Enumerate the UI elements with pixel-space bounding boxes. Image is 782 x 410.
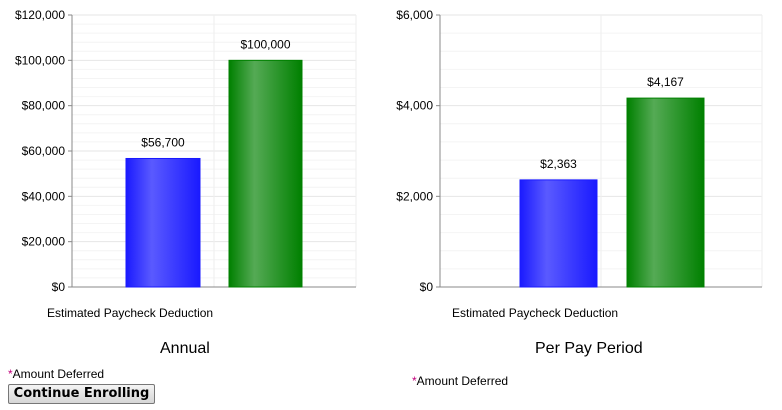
continue-enrolling-button[interactable]: Continue Enrolling bbox=[8, 384, 155, 404]
y-tick-label: $120,000 bbox=[15, 8, 65, 22]
y-tick-label: $2,000 bbox=[396, 189, 433, 203]
y-tick-label: $100,000 bbox=[15, 53, 65, 67]
annual-title: Annual bbox=[160, 340, 210, 357]
per-pay-footnote: *Amount Deferred bbox=[412, 374, 508, 388]
y-tick-label: $20,000 bbox=[22, 235, 66, 249]
footnote-text: Amount Deferred bbox=[416, 374, 509, 388]
per-pay-xlabel: Estimated Paycheck Deduction bbox=[452, 306, 619, 320]
bar bbox=[125, 157, 201, 288]
y-tick-label: $60,000 bbox=[22, 144, 66, 158]
data-label: $2,363 bbox=[540, 157, 577, 171]
y-tick-label: $0 bbox=[420, 280, 434, 294]
bar bbox=[519, 179, 598, 288]
y-tick-label: $4,000 bbox=[396, 99, 433, 113]
y-tick-label: $40,000 bbox=[22, 189, 66, 203]
y-tick-label: $80,000 bbox=[22, 99, 66, 113]
y-tick-label: $6,000 bbox=[396, 8, 433, 22]
asterisk: * bbox=[8, 367, 13, 381]
annual-xlabel: Estimated Paycheck Deduction bbox=[47, 306, 214, 320]
bar bbox=[626, 97, 705, 288]
per-pay-title: Per Pay Period bbox=[535, 340, 643, 357]
data-label: $100,000 bbox=[240, 37, 290, 51]
asterisk: * bbox=[412, 374, 417, 388]
data-label: $56,700 bbox=[141, 135, 185, 149]
footnote-text: Amount Deferred bbox=[12, 367, 105, 381]
per-pay-period-chart: $0 $2,000 $4,000 $6,000 $2,363 $4,167 bbox=[396, 8, 763, 294]
y-tick-label: $0 bbox=[52, 280, 66, 294]
annual-footnote: *Amount Deferred bbox=[8, 367, 104, 381]
bar bbox=[228, 59, 303, 288]
annual-chart: $0 $20,000 $40,000 $60,000 $80,000 $100,000 $1… bbox=[15, 8, 357, 294]
data-label: $4,167 bbox=[647, 75, 684, 89]
